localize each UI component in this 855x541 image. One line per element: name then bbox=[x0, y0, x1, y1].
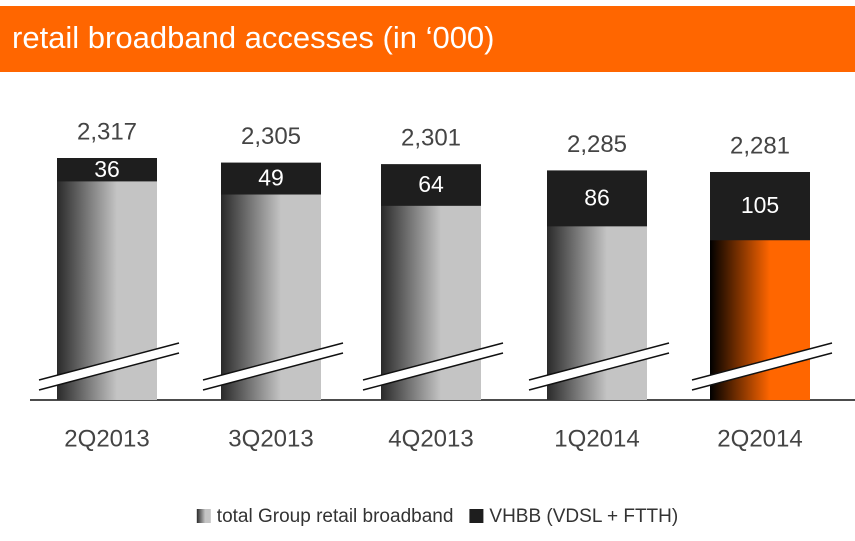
axis-break bbox=[363, 343, 503, 390]
total-label: 2,285 bbox=[567, 131, 627, 158]
axis-break-line bbox=[528, 352, 670, 391]
chart-title: retail broadband accesses (in ‘000) bbox=[12, 20, 495, 55]
total-label: 2,281 bbox=[730, 132, 790, 159]
axis-break bbox=[39, 343, 179, 390]
segment-label: 105 bbox=[741, 192, 779, 218]
segment-label: 64 bbox=[418, 171, 444, 197]
axis-break-line bbox=[202, 342, 344, 381]
axis-break-line bbox=[362, 352, 504, 391]
total-label: 2,317 bbox=[77, 118, 137, 145]
axis-break bbox=[529, 343, 669, 390]
legend-marker bbox=[469, 509, 484, 523]
axis-break-line bbox=[38, 342, 180, 381]
x-tick-label: 3Q2013 bbox=[228, 425, 313, 452]
header-bar bbox=[0, 6, 855, 72]
segment-label: 49 bbox=[258, 165, 284, 191]
segment-label: 86 bbox=[584, 184, 610, 210]
bar-segment bbox=[381, 164, 481, 206]
x-tick-label: 2Q2013 bbox=[64, 425, 149, 452]
axis-break bbox=[692, 343, 832, 390]
legend: total Group retail broadband VHBB (VDSL +… bbox=[196, 506, 678, 527]
x-tick-label: 1Q2014 bbox=[554, 425, 639, 452]
total-label: 2,305 bbox=[241, 123, 301, 150]
legend-label: total Group retail broadband bbox=[217, 506, 454, 527]
axis-break-line bbox=[528, 342, 670, 381]
axis-break-line bbox=[691, 342, 833, 381]
axis-break-line bbox=[691, 352, 833, 391]
axis-break bbox=[203, 343, 343, 390]
bar-segment bbox=[547, 170, 647, 227]
bar-segment bbox=[57, 158, 157, 182]
axis-break-line bbox=[202, 352, 344, 391]
bar-segment bbox=[221, 162, 321, 195]
total-label: 2,301 bbox=[401, 125, 461, 152]
legend-marker bbox=[196, 509, 211, 523]
x-tick-label: 2Q2014 bbox=[717, 425, 802, 452]
axis-break-line bbox=[38, 352, 180, 391]
bar-segment bbox=[710, 172, 810, 241]
axis-break-line bbox=[362, 342, 504, 381]
legend-label: VHBB (VDSL + FTTH) bbox=[489, 506, 678, 527]
x-tick-label: 4Q2013 bbox=[388, 425, 473, 452]
segment-label: 36 bbox=[94, 156, 120, 182]
